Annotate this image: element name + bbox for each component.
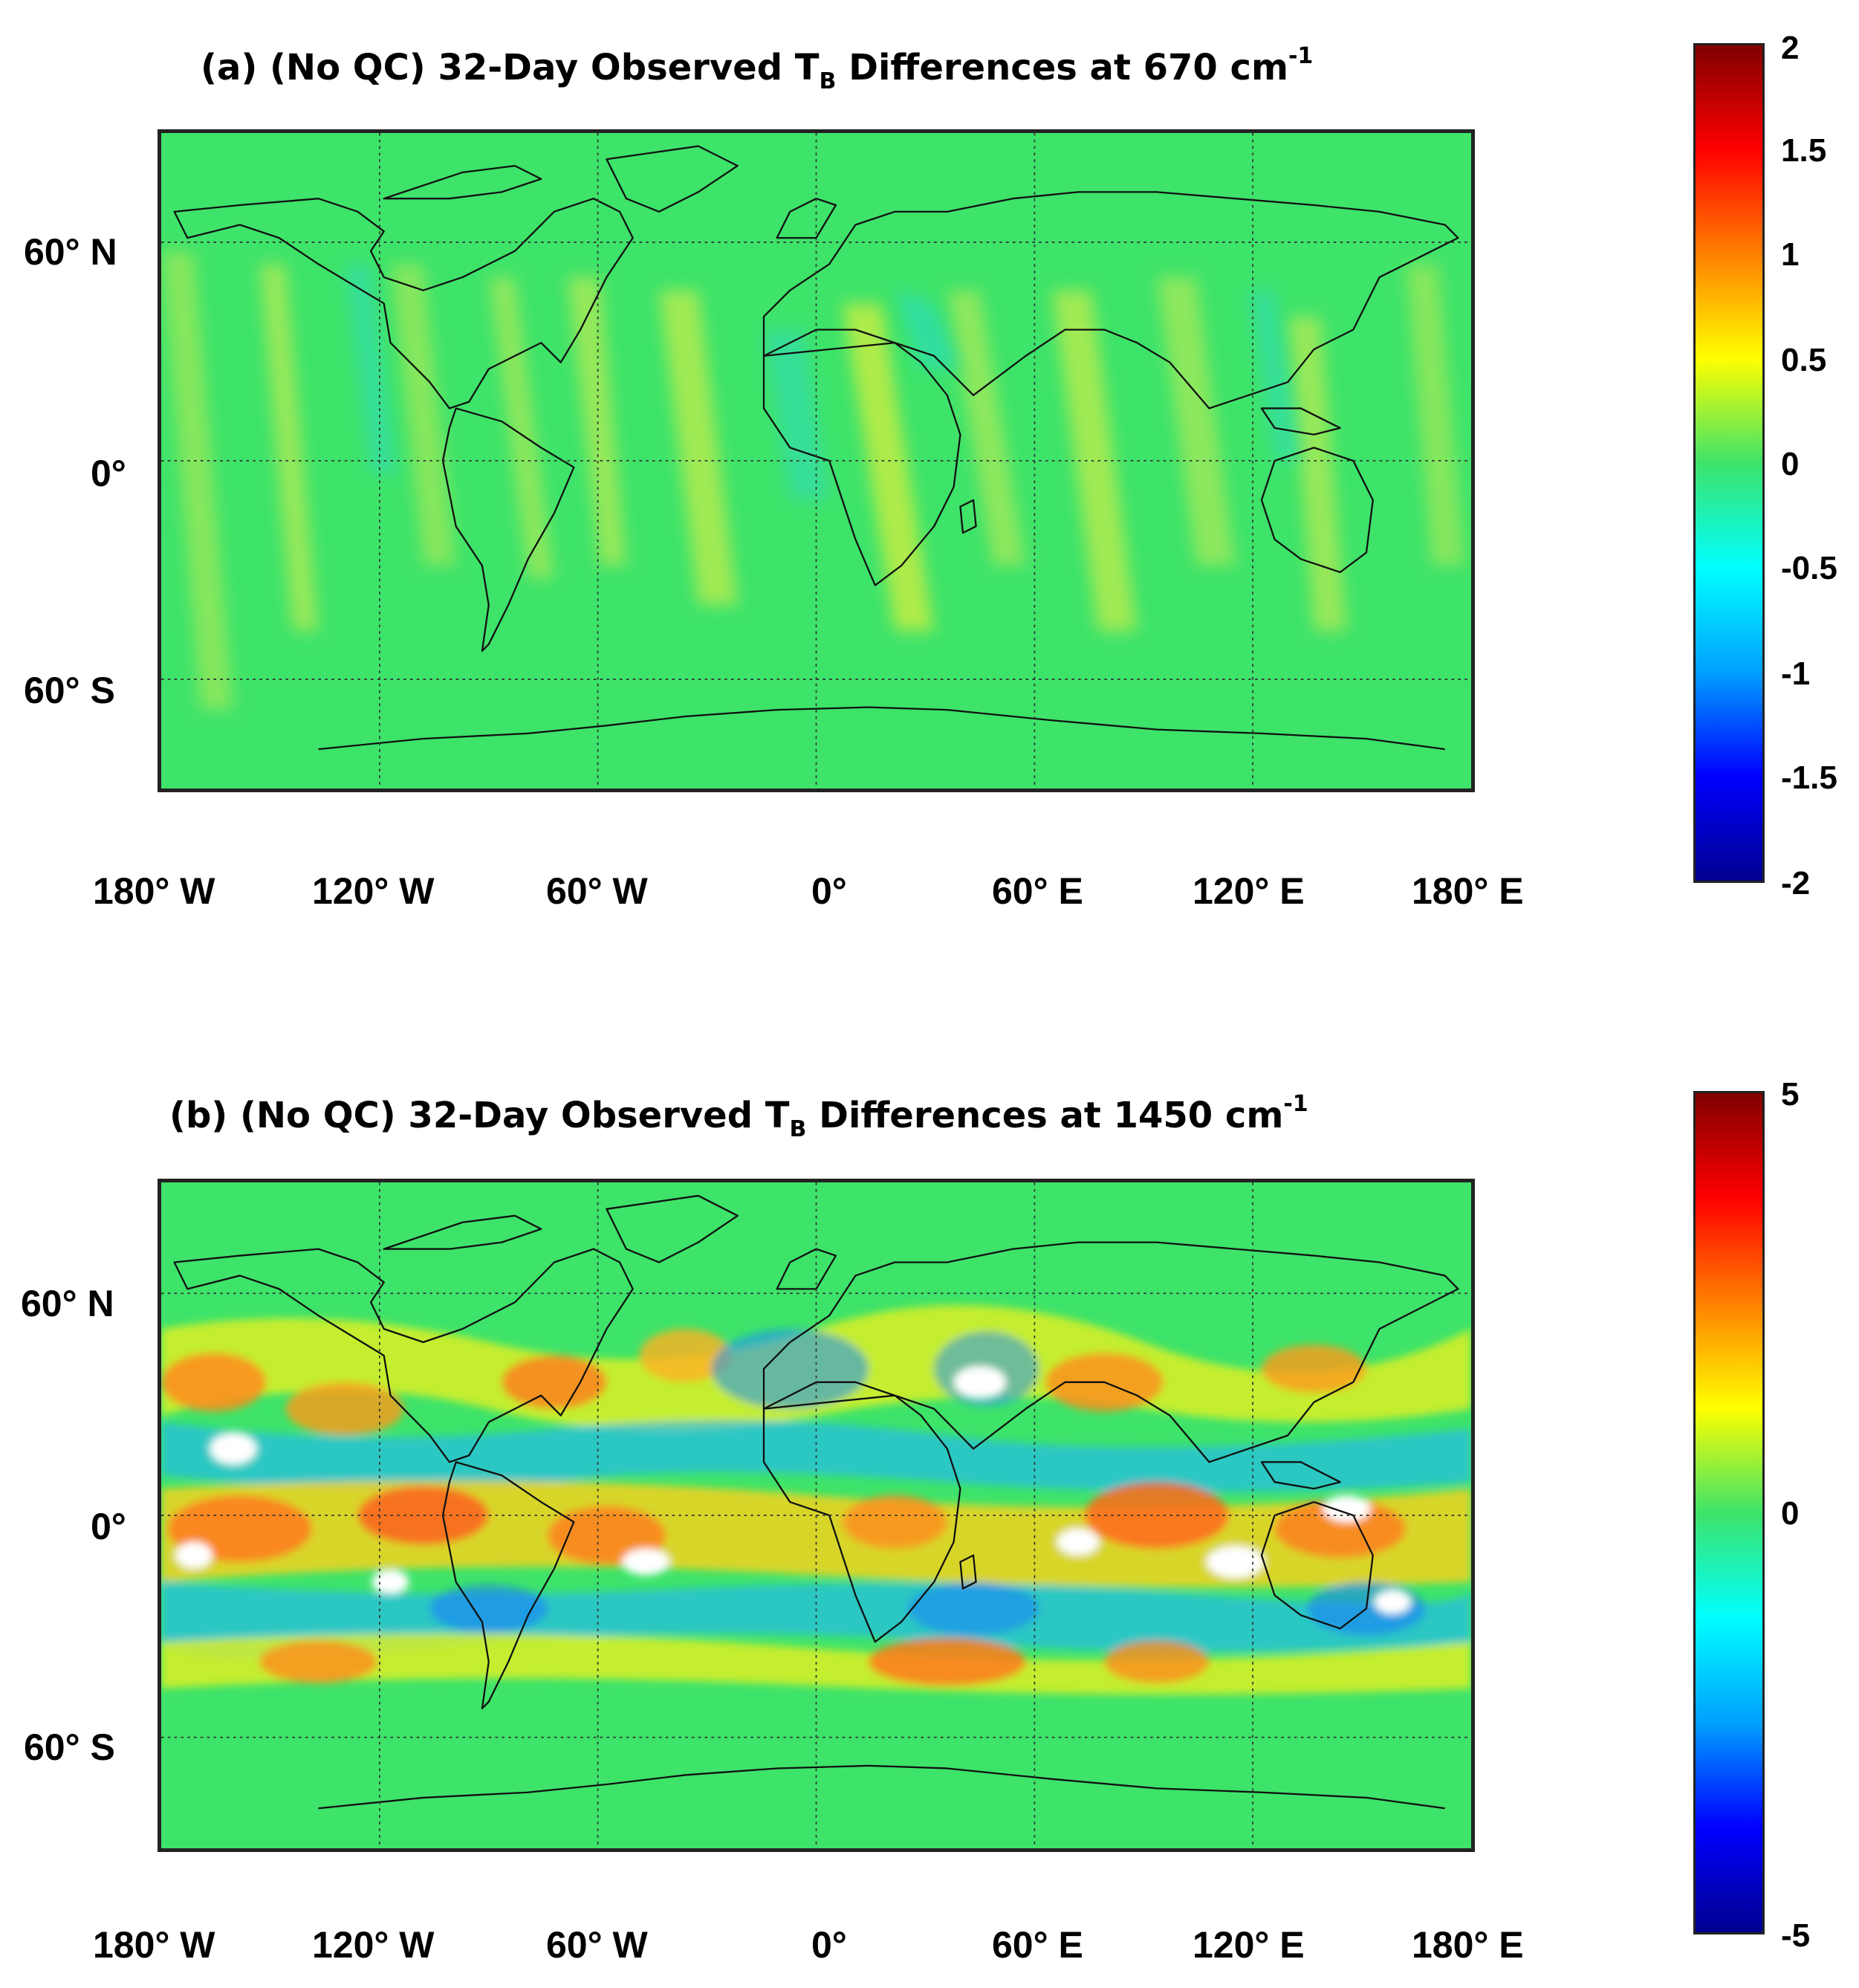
panel-b-cb-tick: 5 — [1781, 1076, 1800, 1113]
panel-a-cb-tick: 0 — [1781, 446, 1800, 482]
panel-b-lat-0: 0° — [91, 1506, 126, 1547]
panel-b-cb-tick: -5 — [1781, 1917, 1811, 1954]
panel-a-colorbar — [1693, 43, 1765, 883]
panel-a-title: (a) (No QC) 32-Day Observed TB Differenc… — [201, 43, 1314, 94]
panel-b-map — [158, 1179, 1475, 1852]
panel-a-lon-180w: 180° W — [93, 870, 215, 912]
panel-b-lon-60e: 60° E — [992, 1924, 1083, 1966]
panel-a-map — [158, 129, 1475, 792]
panel-a-cb-tick: 0.5 — [1781, 342, 1827, 378]
panel-a-cb-tick: 1 — [1781, 236, 1800, 273]
panel-a-cb-tick: 2 — [1781, 30, 1800, 66]
panel-b-lat-60s: 60° S — [24, 1726, 115, 1768]
panel-b-lon-180e: 180° E — [1412, 1924, 1524, 1966]
panel-a-lat-0: 0° — [91, 453, 126, 494]
panel-a-lon-60e: 60° E — [992, 870, 1083, 912]
panel-a-lon-180e: 180° E — [1412, 870, 1524, 912]
panel-b-lon-0: 0° — [811, 1924, 847, 1966]
panel-a-lat-60n: 60° N — [24, 231, 117, 273]
panel-a-cb-tick: -2 — [1781, 865, 1811, 901]
panel-a-cb-tick: -0.5 — [1781, 550, 1837, 586]
panel-a-lon-120w: 120° W — [312, 870, 435, 912]
panel-b-lon-120w: 120° W — [312, 1924, 435, 1966]
panel-a-lat-60s: 60° S — [24, 670, 115, 711]
panel-b-title: (b) (No QC) 32-Day Observed TB Differenc… — [169, 1091, 1308, 1142]
panel-a-lon-0: 0° — [811, 870, 847, 912]
panel-b-lon-60w: 60° W — [546, 1924, 648, 1966]
panel-a-lon-120e: 120° E — [1193, 870, 1305, 912]
panel-b-cb-tick: 0 — [1781, 1495, 1800, 1532]
panel-a-cb-tick: 1.5 — [1781, 132, 1827, 169]
panel-b-lon-120e: 120° E — [1193, 1924, 1305, 1966]
panel-a-cb-tick: -1.5 — [1781, 760, 1837, 796]
panel-b-lat-60n: 60° N — [21, 1283, 114, 1324]
panel-a-lon-60w: 60° W — [546, 870, 648, 912]
panel-a-cb-tick: -1 — [1781, 655, 1811, 692]
panel-b-colorbar — [1693, 1091, 1765, 1934]
panel-b-lon-180w: 180° W — [93, 1924, 215, 1966]
